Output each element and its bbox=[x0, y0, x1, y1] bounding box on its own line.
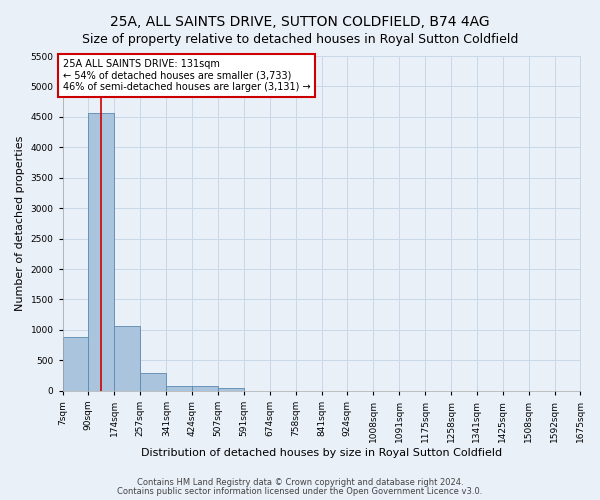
Bar bbox=[62, 337, 88, 391]
Y-axis label: Number of detached properties: Number of detached properties bbox=[15, 136, 25, 311]
Bar bbox=[88, 113, 115, 391]
Text: Contains HM Land Registry data © Crown copyright and database right 2024.: Contains HM Land Registry data © Crown c… bbox=[137, 478, 463, 487]
Bar bbox=[115, 326, 140, 391]
Text: 25A ALL SAINTS DRIVE: 131sqm
← 54% of detached houses are smaller (3,733)
46% of: 25A ALL SAINTS DRIVE: 131sqm ← 54% of de… bbox=[62, 59, 310, 92]
Text: Contains public sector information licensed under the Open Government Licence v3: Contains public sector information licen… bbox=[118, 486, 482, 496]
Bar bbox=[192, 386, 218, 391]
Bar bbox=[218, 388, 244, 391]
Bar bbox=[140, 373, 166, 391]
Text: Size of property relative to detached houses in Royal Sutton Coldfield: Size of property relative to detached ho… bbox=[82, 32, 518, 46]
Bar bbox=[166, 386, 192, 391]
X-axis label: Distribution of detached houses by size in Royal Sutton Coldfield: Distribution of detached houses by size … bbox=[141, 448, 502, 458]
Text: 25A, ALL SAINTS DRIVE, SUTTON COLDFIELD, B74 4AG: 25A, ALL SAINTS DRIVE, SUTTON COLDFIELD,… bbox=[110, 15, 490, 29]
